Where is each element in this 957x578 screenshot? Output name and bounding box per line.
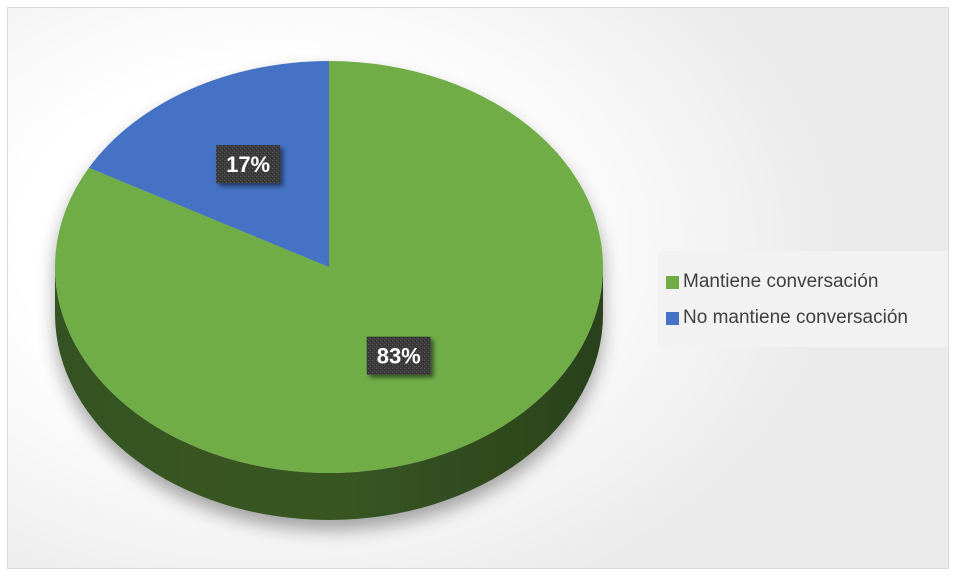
data-label-1: 17% [216, 145, 281, 184]
legend-swatch-no-mantiene [666, 311, 679, 325]
pie-slice-1 [88, 61, 329, 267]
legend-item-mantiene: Mantiene conversación [666, 264, 948, 300]
legend-label-mantiene: Mantiene conversación [683, 271, 879, 292]
pie-slice-side-shade-0 [55, 267, 603, 520]
data-label-box-0 [366, 336, 431, 375]
pie-slice-0 [55, 61, 603, 473]
pie-chart: 83% 17% [55, 61, 603, 520]
data-label-0: 83% [366, 336, 431, 375]
data-label-text-0: 83% [377, 344, 421, 369]
data-label-text-1: 17% [226, 152, 270, 177]
legend-swatch-mantiene [666, 275, 679, 289]
chart-area: 83% 17% Mantiene conversación No mantiene… [7, 7, 949, 569]
data-label-box-1 [216, 145, 281, 184]
legend-label-no-mantiene: No mantiene conversación [683, 307, 908, 328]
legend: Mantiene conversación No mantiene conver… [658, 251, 948, 347]
legend-item-no-mantiene: No mantiene conversación [666, 300, 948, 336]
